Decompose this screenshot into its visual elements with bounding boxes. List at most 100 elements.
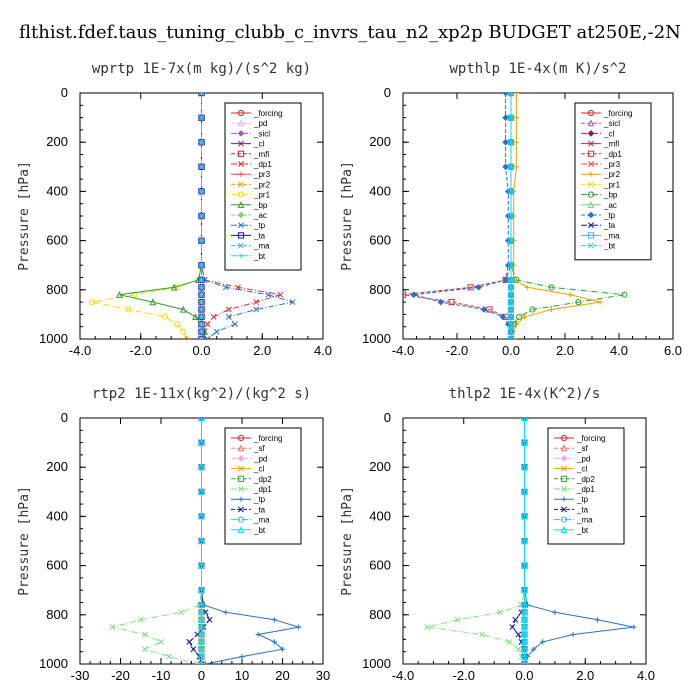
series-line-bp <box>119 93 205 339</box>
legend-marker <box>560 434 568 442</box>
x-tick-label: -4.0 <box>69 343 91 358</box>
series-point-ta <box>515 631 522 638</box>
legend: _forcing_pd_sicl_cl_mfl_dp1_pr3_pr2_pr1_… <box>224 102 302 271</box>
series-point-bp <box>170 283 178 291</box>
legend-marker <box>587 130 595 137</box>
legend-label: _mfl <box>253 150 269 159</box>
legend-marker <box>237 434 245 442</box>
series-point-dp1 <box>497 609 504 616</box>
series-point-tp <box>502 163 509 171</box>
series-point-tp <box>502 114 509 121</box>
y-tick-label: 200 <box>369 134 391 149</box>
y-tick-label: 200 <box>369 459 391 474</box>
x-tick-label: -10 <box>152 668 171 683</box>
y-tick-label: 800 <box>369 282 391 297</box>
series-point-pr1 <box>89 299 96 306</box>
series-point-bt <box>198 213 205 219</box>
series-point-bp <box>516 313 523 320</box>
y-tick-label: 200 <box>46 134 68 149</box>
series-point-bt <box>508 313 514 320</box>
legend-label: _ma <box>576 516 593 525</box>
legend-marker <box>237 191 245 198</box>
series-point-bt <box>198 638 205 645</box>
series-point-bt <box>521 601 528 609</box>
y-tick-label: 800 <box>369 607 391 622</box>
plot-area <box>403 93 628 339</box>
legend-marker <box>238 161 244 167</box>
series-point-bt <box>521 438 528 446</box>
series-point-bt <box>508 262 514 269</box>
series-point-tp <box>570 631 576 638</box>
series-point-ta <box>186 638 193 645</box>
series-point-bt <box>521 418 528 422</box>
series-point-bp <box>529 306 536 313</box>
series-point-bp <box>575 299 582 306</box>
series-point-dp1 <box>454 616 461 623</box>
legend-label: _pr1 <box>253 191 271 200</box>
series-point-tp <box>279 646 286 652</box>
legend-label: _sicl <box>603 119 620 128</box>
series-point-bt <box>198 277 205 283</box>
series-point-tp <box>502 138 509 146</box>
series-point-dp1 <box>515 646 522 653</box>
y-tick-label: 600 <box>369 558 391 573</box>
series-point-bt <box>198 306 205 313</box>
series-point-pr2 <box>513 115 519 121</box>
series-point-dp1 <box>277 291 284 298</box>
y-axis-label: Pressure [hPa] <box>340 161 355 271</box>
series-point-bt <box>198 630 205 638</box>
series-point-bt <box>508 213 514 219</box>
legend-label: _bp <box>253 201 268 210</box>
legend-label: _dp2 <box>253 475 272 484</box>
series-point-bt <box>521 630 528 638</box>
legend-label: _pr2 <box>603 170 621 179</box>
x-tick-label: -4.0 <box>392 343 414 358</box>
series-point-bt <box>198 438 205 446</box>
series-point-dp1 <box>166 653 173 660</box>
y-tick-label: 600 <box>46 233 68 248</box>
series-point-dp1 <box>253 299 260 306</box>
series-point-ta <box>509 624 516 631</box>
series-point-bt <box>508 163 514 170</box>
legend-marker <box>560 516 568 523</box>
series-point-bt <box>198 292 205 298</box>
series-point-bt <box>198 336 205 339</box>
y-tick-label: 400 <box>369 508 391 523</box>
series-point-bt <box>198 238 205 244</box>
legend-box <box>224 102 302 271</box>
plot-area <box>109 418 302 664</box>
series-point-bt <box>198 418 205 422</box>
y-tick-label: 200 <box>46 459 68 474</box>
series-point-bt <box>198 321 205 327</box>
legend-label: _bt <box>253 526 266 535</box>
series-line-tp <box>413 93 512 339</box>
series-point-tp <box>213 328 220 335</box>
series-point-pr1 <box>125 306 132 313</box>
legend-marker <box>238 222 244 229</box>
plot-area <box>89 93 296 339</box>
legend-marker <box>588 140 594 147</box>
x-tick-label: 4.0 <box>637 668 655 683</box>
legend-label: _ta <box>603 221 616 230</box>
x-tick-label: -20 <box>111 668 130 683</box>
series-point-tp <box>475 284 482 291</box>
legend-marker <box>237 201 245 208</box>
series-point-dp1 <box>158 638 164 645</box>
legend-marker <box>587 232 595 239</box>
legend-marker <box>237 526 245 533</box>
series-point-bt <box>521 488 528 495</box>
series-point-tp <box>225 313 232 320</box>
series-point-ma <box>507 163 515 170</box>
series-point-ta <box>190 646 197 653</box>
series-point-bt <box>198 139 205 145</box>
series-point-bt <box>198 512 205 520</box>
legend-label: _dp1 <box>576 485 595 494</box>
series-point-bt <box>508 114 514 121</box>
legend-box <box>547 427 625 545</box>
legend-label: _cl <box>253 140 264 149</box>
legend: _forcing_sf_pd _cl_dp2_dp1_tp_ta _ma_bt <box>547 427 625 545</box>
legend-label: _bt <box>603 242 616 251</box>
legend-marker <box>238 242 244 249</box>
series-point-tp <box>239 654 245 660</box>
series-point-tp <box>222 284 229 291</box>
